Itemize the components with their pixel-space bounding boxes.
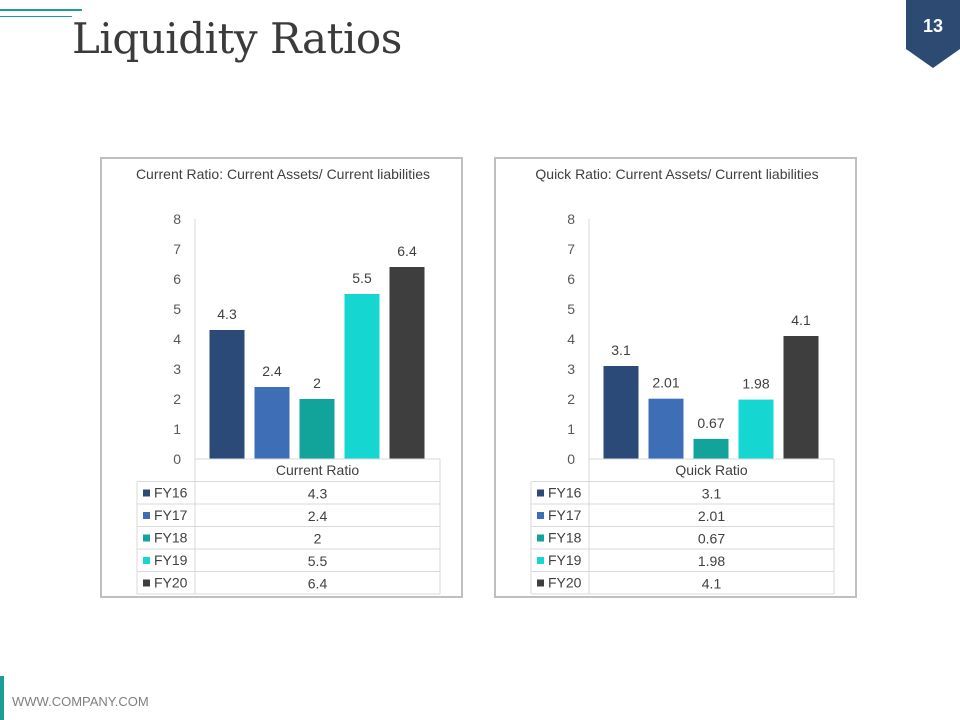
table-cell-value: 0.67 <box>698 531 725 547</box>
legend-key-fy18 <box>537 534 544 542</box>
table-cell-value: 2 <box>314 531 322 547</box>
table-row-label: FY16 <box>548 485 582 501</box>
chart-title: Quick Ratio: Current Assets/ Current lia… <box>535 166 818 182</box>
y-tick-label: 5 <box>567 301 575 317</box>
quick-ratio-chart-svg: Quick Ratio: Current Assets/ Current lia… <box>530 166 835 595</box>
y-tick-label: 2 <box>173 391 181 407</box>
data-label: 3.1 <box>611 342 631 358</box>
table-row-label: FY18 <box>548 530 582 546</box>
table-row-label: FY17 <box>548 507 582 523</box>
table-row-label: FY19 <box>154 552 188 568</box>
table-cell-value: 6.4 <box>308 576 328 592</box>
legend-key-fy16 <box>143 489 150 497</box>
legend-key-fy20 <box>537 579 544 587</box>
bar-fy19 <box>344 294 380 459</box>
legend-key-fy17 <box>537 512 544 519</box>
table-series-header: Current Ratio <box>276 462 359 478</box>
y-tick-label: 7 <box>173 241 181 257</box>
data-label: 1.98 <box>742 376 769 392</box>
bar-fy20 <box>389 267 425 459</box>
data-label: 6.4 <box>397 243 417 259</box>
y-tick-label: 3 <box>567 361 575 377</box>
table-cell-value: 4.3 <box>308 486 328 502</box>
legend-key-fy18 <box>143 534 150 542</box>
data-label: 4.3 <box>217 306 237 322</box>
table-row-label: FY17 <box>154 507 188 523</box>
table-row-label: FY20 <box>154 575 188 591</box>
title-accent-line-thin <box>0 16 72 17</box>
table-cell-value: 4.1 <box>702 576 722 592</box>
footer-website: WWW.COMPANY.COM <box>12 694 149 709</box>
table-cell-value: 2.01 <box>698 508 725 524</box>
y-tick-label: 4 <box>567 331 575 347</box>
table-cell-value: 1.98 <box>698 553 725 569</box>
y-tick-label: 1 <box>567 421 575 437</box>
table-series-header: Quick Ratio <box>675 462 748 478</box>
y-tick-label: 8 <box>173 211 181 227</box>
legend-key-fy16 <box>537 489 544 497</box>
bar-fy16 <box>603 366 639 459</box>
page-number-badge: 13 <box>906 0 960 68</box>
y-tick-label: 1 <box>173 421 181 437</box>
footer-accent-bar <box>0 676 4 720</box>
y-tick-label: 8 <box>567 211 575 227</box>
data-label: 5.5 <box>352 270 372 286</box>
current-ratio-chart-svg: Current Ratio: Current Assets/ Current l… <box>136 166 441 595</box>
y-tick-label: 6 <box>567 271 575 287</box>
current-ratio-chart: Current Ratio: Current Assets/ Current l… <box>100 157 463 598</box>
legend-key-fy20 <box>143 579 150 587</box>
chart-title: Current Ratio: Current Assets/ Current l… <box>136 166 430 182</box>
bar-fy18 <box>299 399 335 459</box>
table-row-label: FY18 <box>154 530 188 546</box>
table-row-label: FY20 <box>548 575 582 591</box>
table-cell-value: 3.1 <box>702 486 722 502</box>
bar-fy20 <box>783 336 819 459</box>
legend-key-fy19 <box>537 557 544 564</box>
title-accent-line <box>0 9 82 11</box>
data-label: 2 <box>313 375 321 391</box>
data-label: 2.01 <box>652 375 679 391</box>
table-row-label: FY16 <box>154 485 188 501</box>
bar-fy17 <box>648 398 684 459</box>
y-tick-label: 2 <box>567 391 575 407</box>
bar-fy19 <box>738 399 774 459</box>
table-cell-value: 5.5 <box>308 553 328 569</box>
bar-fy18 <box>693 438 729 459</box>
y-tick-label: 7 <box>567 241 575 257</box>
y-tick-label: 5 <box>173 301 181 317</box>
bar-fy17 <box>254 387 290 459</box>
legend-key-fy17 <box>143 512 150 519</box>
y-tick-label: 4 <box>173 331 181 347</box>
data-label: 2.4 <box>262 363 282 379</box>
table-row-label: FY19 <box>548 552 582 568</box>
quick-ratio-chart: Quick Ratio: Current Assets/ Current lia… <box>494 157 857 598</box>
y-tick-label: 6 <box>173 271 181 287</box>
page-title: Liquidity Ratios <box>72 14 402 63</box>
bar-fy16 <box>209 330 245 459</box>
legend-key-fy19 <box>143 557 150 564</box>
y-tick-label: 0 <box>173 451 181 467</box>
y-tick-label: 0 <box>567 451 575 467</box>
table-cell-value: 2.4 <box>308 508 328 524</box>
data-label: 4.1 <box>791 312 811 328</box>
y-tick-label: 3 <box>173 361 181 377</box>
data-label: 0.67 <box>697 415 724 431</box>
